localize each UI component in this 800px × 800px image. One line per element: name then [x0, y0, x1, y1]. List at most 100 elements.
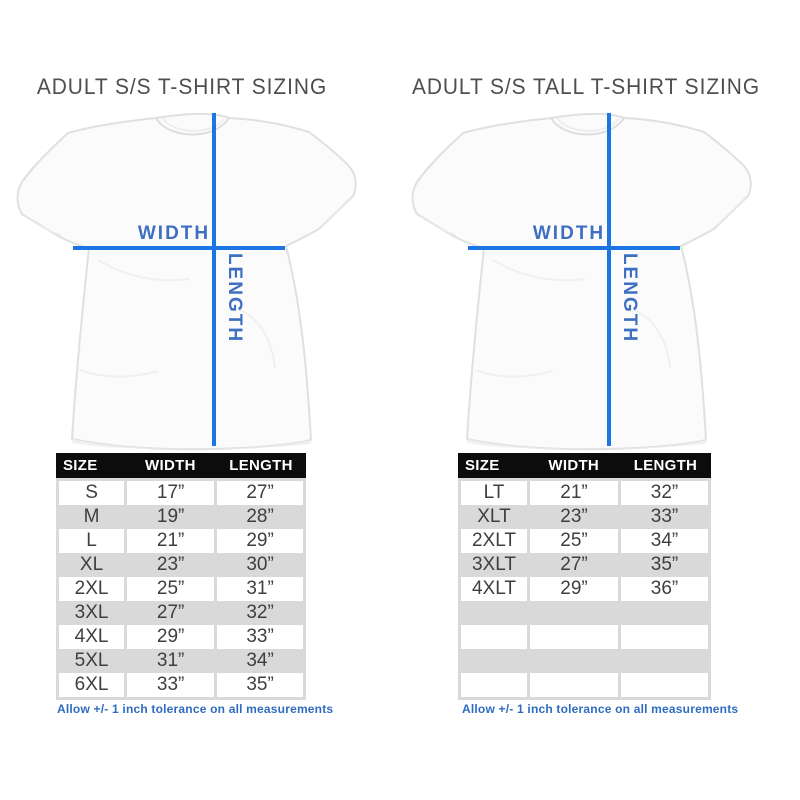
tshirt-diagram: WIDTH LENGTH	[8, 108, 360, 453]
table-cell: 35”	[650, 554, 679, 575]
table-cell: 27”	[156, 602, 185, 623]
column-header-length: LENGTH	[229, 457, 293, 474]
table-cell	[461, 649, 527, 673]
table-row: S 17” 27”	[59, 481, 303, 505]
right-sleeve-hem	[320, 197, 351, 227]
table-cell	[621, 673, 708, 697]
panel-title: ADULT S/S TALL T-SHIRT SIZING	[411, 74, 761, 99]
table-cell: 3XLT	[471, 554, 516, 575]
table-row	[461, 649, 708, 673]
column-header-width: WIDTH	[548, 457, 600, 474]
table-cell: 29”	[127, 625, 215, 649]
panel-tall-sizing: ADULT S/S TALL T-SHIRT SIZING WIDTH LENG…	[396, 0, 800, 800]
fabric-crease	[474, 369, 554, 378]
tshirt-illustration: WIDTH LENGTH	[411, 112, 752, 451]
tshirt-body-shape	[16, 112, 357, 451]
table-cell	[529, 625, 619, 649]
table-row: LT 21” 32”	[461, 481, 708, 505]
table-cell: XL	[79, 554, 104, 575]
table-cell: 25”	[529, 529, 619, 553]
column-header-size: SIZE	[465, 457, 500, 474]
size-table: SIZE WIDTH LENGTH LT 21” 32” XLT 23” 33” 2XLT 2…	[458, 453, 711, 700]
table-cell: 36”	[621, 577, 708, 601]
table-cell: 29”	[529, 577, 619, 601]
table-body: LT 21” 32” XLT 23” 33” 2XLT 25” 34” 3XLT 27” 35” 4XL…	[458, 478, 711, 700]
table-cell: L	[59, 529, 125, 553]
table-cell: 2XLT	[461, 529, 527, 553]
table-cell: 27”	[560, 554, 588, 575]
table-cell: 30”	[246, 554, 274, 575]
fabric-crease	[634, 309, 671, 369]
table-cell: 33”	[127, 673, 215, 697]
table-cell: 4XLT	[461, 577, 527, 601]
table-cell: 29”	[217, 529, 303, 553]
tshirt-diagram: WIDTH LENGTH	[403, 108, 755, 453]
table-row: 4XL 29” 33”	[59, 625, 303, 649]
table-cell: 5XL	[74, 650, 109, 671]
table-cell: 31”	[156, 650, 185, 671]
tshirt-illustration: WIDTH LENGTH	[16, 112, 357, 451]
table-cell: 31”	[217, 577, 303, 601]
table-header-row: SIZE WIDTH LENGTH	[56, 453, 306, 478]
table-cell: M	[83, 506, 100, 527]
table-cell	[461, 625, 527, 649]
panel-title: ADULT S/S T-SHIRT SIZING	[36, 74, 328, 99]
fabric-crease	[492, 259, 586, 282]
table-cell	[621, 601, 708, 625]
table-cell: 23”	[560, 506, 588, 527]
size-table: SIZE WIDTH LENGTH S 17” 27” M 19” 28” L 21” 29” X…	[56, 453, 306, 700]
table-cell: 3XL	[74, 602, 109, 623]
table-cell: LT	[461, 481, 527, 505]
table-row: M 19” 28”	[59, 505, 303, 529]
table-cell: 17”	[127, 481, 215, 505]
table-cell: 34”	[621, 529, 708, 553]
width-label: WIDTH	[138, 223, 210, 244]
table-row: 6XL 33” 35”	[59, 673, 303, 697]
tolerance-note: Allow +/- 1 inch tolerance on all measur…	[462, 702, 739, 716]
collar-inner-line	[556, 117, 620, 132]
table-row	[461, 601, 708, 625]
table-cell: 33”	[217, 625, 303, 649]
table-row: 5XL 31” 34”	[59, 649, 303, 673]
table-cell: 28”	[246, 506, 274, 527]
table-row	[461, 625, 708, 649]
fabric-crease	[239, 309, 276, 369]
table-row	[461, 673, 708, 697]
table-cell: 6XL	[59, 673, 125, 697]
table-cell	[530, 601, 618, 625]
table-cell: 2XL	[59, 577, 125, 601]
table-cell: 21”	[127, 529, 215, 553]
table-cell: 32”	[621, 481, 708, 505]
table-cell: 19”	[156, 506, 185, 527]
table-cell: 35”	[217, 673, 303, 697]
table-cell	[621, 649, 708, 673]
width-label: WIDTH	[533, 223, 605, 244]
table-cell	[621, 625, 708, 649]
table-cell: S	[59, 481, 125, 505]
table-row: 3XLT 27” 35”	[461, 553, 708, 577]
table-row: L 21” 29”	[59, 529, 303, 553]
length-label: LENGTH	[224, 253, 245, 343]
collar-inner-line	[161, 117, 225, 132]
table-cell: 32”	[246, 602, 274, 623]
table-header-row: SIZE WIDTH LENGTH	[458, 453, 711, 478]
table-cell: 25”	[127, 577, 215, 601]
right-sleeve-hem	[715, 197, 746, 227]
table-row: 3XL 27” 32”	[59, 601, 303, 625]
table-cell	[461, 673, 527, 697]
fabric-crease	[97, 259, 191, 282]
table-cell: 33”	[650, 506, 679, 527]
table-cell: XLT	[477, 506, 511, 527]
table-row: 4XLT 29” 36”	[461, 577, 708, 601]
table-cell	[530, 649, 618, 673]
table-body: S 17” 27” M 19” 28” L 21” 29” XL 23” 30” 2XL 25” 31” 3X…	[56, 478, 306, 700]
column-header-length: LENGTH	[633, 457, 698, 474]
table-cell	[461, 601, 527, 625]
collar-outline	[550, 117, 625, 136]
fabric-crease	[79, 369, 159, 378]
left-sleeve-hem	[25, 216, 62, 236]
table-cell: 4XL	[59, 625, 125, 649]
table-row: XLT 23” 33”	[461, 505, 708, 529]
left-sleeve-hem	[420, 216, 457, 236]
